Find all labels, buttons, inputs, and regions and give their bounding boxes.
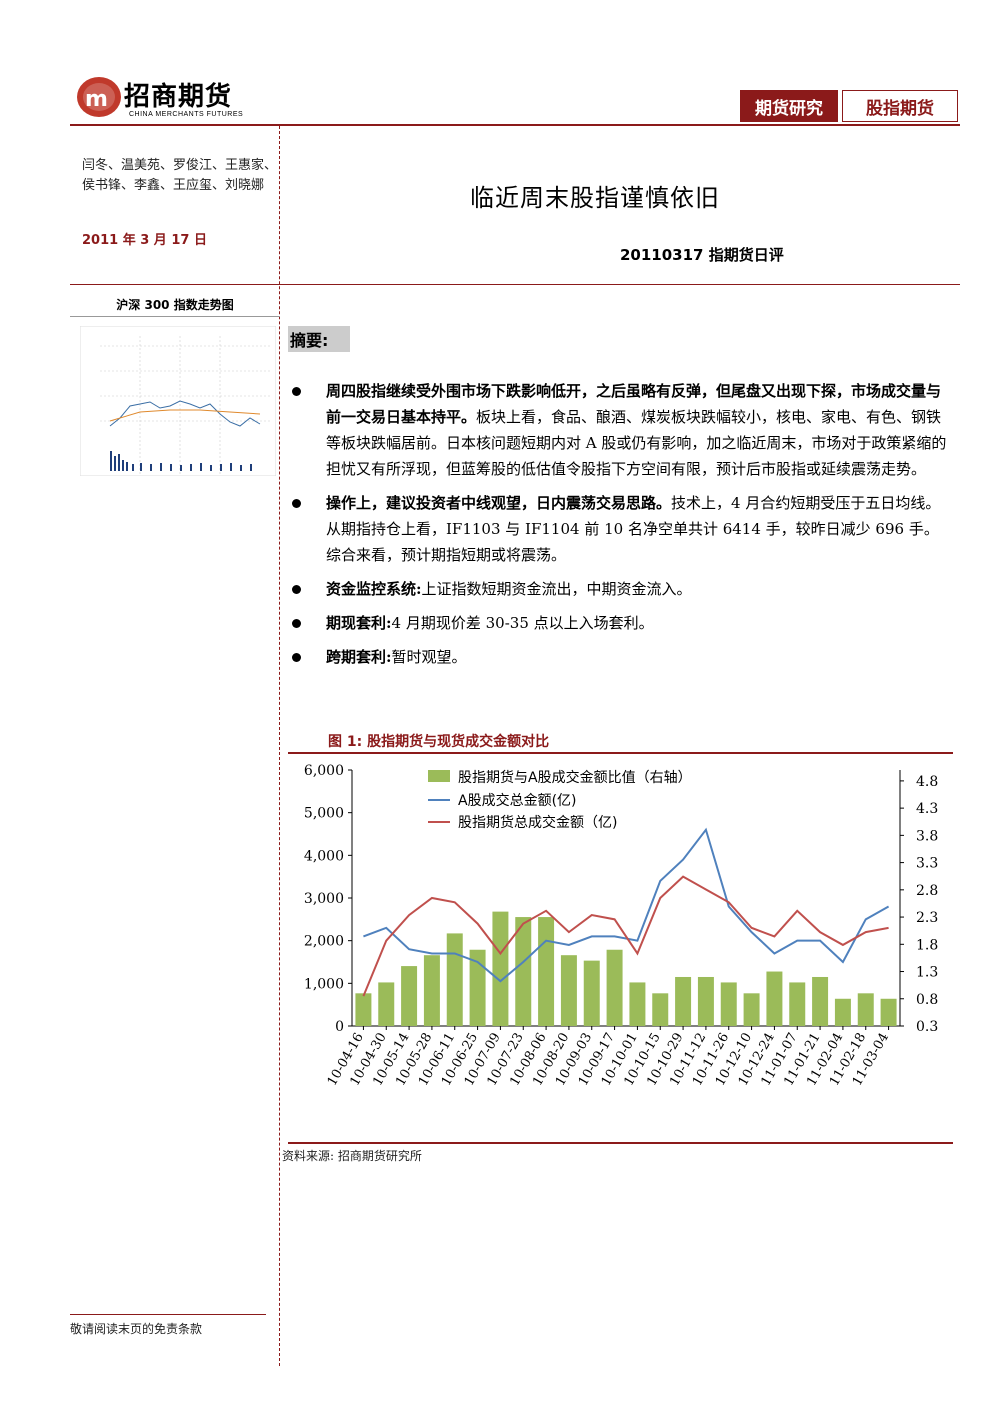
page-subtitle: 20110317 指期货日评	[620, 246, 784, 264]
ratio-bar	[560, 955, 577, 1026]
summary-label: 摘要:	[288, 326, 350, 352]
bullet-item: 资金监控系统:上证指数短期资金流出，中期资金流入。	[290, 576, 950, 602]
ratio-bar	[538, 917, 555, 1026]
y-left-tick-label: 6,000	[304, 763, 344, 779]
ratio-bar	[515, 917, 532, 1026]
y-right-tick-label: 4.3	[916, 801, 938, 817]
summary-list: 周四股指继续受外围市场下跌影响低开，之后虽略有反弹，但尾盘又出现下探，市场成交量…	[290, 378, 950, 678]
bullet-icon	[292, 585, 301, 594]
ratio-bar	[720, 982, 737, 1026]
legend-futures-label: 股指期货总成交金额（亿)	[458, 814, 617, 831]
bullet-bold: 期现套利:	[326, 614, 392, 632]
bullet-bold: 操作上，建议投资者中线观望，日内震荡交易思路。	[326, 494, 672, 512]
bullet-bold: 跨期套利:	[326, 648, 392, 666]
legend-bar-swatch	[428, 770, 450, 782]
bullet-text: 技术上，4 月合约短期受压于五日均线。从期指持仓上看，IF1103 与 IF11…	[326, 494, 941, 564]
research-tag: 期货研究	[740, 90, 838, 122]
ratio-bar	[766, 971, 783, 1026]
ratio-bar	[880, 998, 897, 1026]
bullet-item: 跨期套利:暂时观望。	[290, 644, 950, 670]
y-right-tick-label: 2.3	[916, 910, 938, 926]
stock-turnover-line	[363, 827, 890, 983]
ratio-bar	[492, 911, 509, 1026]
bullet-item: 期现套利:4 月期现价差 30-35 点以上入场套利。	[290, 610, 950, 636]
ratio-bar	[857, 993, 874, 1026]
y-left-tick-label: 4,000	[304, 848, 344, 864]
ratio-bar	[446, 933, 463, 1026]
y-left-tick-label: 5,000	[304, 806, 344, 822]
bullet-icon	[292, 499, 301, 508]
ratio-bar	[401, 966, 418, 1026]
ratio-bar	[652, 993, 669, 1026]
y-left-tick-label: 3,000	[304, 891, 344, 907]
page-title: 临近周末股指谨慎依旧	[470, 184, 720, 212]
bullet-item: 周四股指继续受外围市场下跌影响低开，之后虽略有反弹，但尾盘又出现下探，市场成交量…	[290, 378, 950, 482]
y-right-tick-label: 1.8	[916, 937, 938, 953]
bullet-icon	[292, 387, 301, 396]
ratio-bar	[675, 976, 692, 1026]
index-chart-caption: 沪深 300 指数走势图	[116, 298, 234, 312]
figure-bottom-rule	[288, 1142, 953, 1144]
ratio-bar	[697, 976, 714, 1026]
bullet-bold: 资金监控系统:	[326, 580, 422, 598]
title-divider	[70, 284, 960, 285]
logo-text: 招商期货	[124, 82, 233, 112]
bullet-text: 上证指数短期资金流出，中期资金流入。	[421, 580, 692, 598]
ratio-bar	[469, 949, 486, 1026]
header-divider	[70, 124, 960, 126]
bullet-text: 板块上看，食品、酿酒、煤炭板块跌幅较小，核电、家电、有色、钢铁等板块跌幅居前。日…	[326, 408, 947, 478]
figure-source: 资料来源: 招商期货研究所	[282, 1149, 422, 1163]
svg-text:m: m	[85, 87, 108, 112]
ratio-bar	[629, 982, 646, 1026]
y-right-tick-label: 2.8	[916, 883, 938, 899]
y-left-tick-label: 1,000	[304, 976, 344, 992]
footer-divider	[70, 1314, 266, 1315]
author-list: 闫冬、温美苑、罗俊江、王惠家、侯书锋、李鑫、王应玺、刘晓娜	[82, 158, 278, 193]
y-right-tick-label: 3.8	[916, 828, 938, 844]
category-tag: 股指期货	[842, 90, 958, 122]
legend-bar-label: 股指期货与A股成交金额比值（右轴）	[458, 769, 692, 786]
bullet-icon	[292, 619, 301, 628]
figure-title: 图 1: 股指期货与现货成交金额对比	[328, 734, 550, 750]
bullet-text: 4 月期现价差 30-35 点以上入场套利。	[391, 614, 654, 632]
caption-divider	[70, 316, 280, 317]
y-right-tick-label: 4.8	[916, 774, 938, 790]
y-right-tick-label: 0.8	[916, 992, 938, 1008]
ratio-bar	[606, 949, 623, 1026]
futures-turnover-line	[362, 875, 889, 997]
ratio-bar	[378, 982, 395, 1026]
disclaimer-note: 敬请阅读末页的免责条款	[70, 1322, 203, 1336]
y-left-tick-label: 0	[335, 1019, 344, 1035]
y-left-tick-label: 2,000	[304, 934, 344, 950]
figure-top-rule	[288, 752, 953, 754]
column-divider	[279, 126, 280, 1366]
bullet-bold: 周四股指继续受外围市场下跌影响低开，之后虽略有反弹，但尾盘又出现下探，市场成交量…	[326, 382, 942, 426]
y-right-tick-label: 3.3	[916, 856, 938, 872]
ratio-bar	[789, 982, 806, 1026]
logo-subtext: CHINA MERCHANTS FUTURES	[129, 111, 244, 118]
index-trend-thumbnail	[80, 326, 276, 476]
ratio-bar	[834, 998, 851, 1026]
ratio-bar	[355, 993, 372, 1026]
bullet-icon	[292, 653, 301, 662]
logo-icon: m	[77, 77, 121, 117]
ratio-bar	[812, 976, 829, 1026]
ratio-bar	[743, 993, 760, 1026]
report-date: 2011 年 3 月 17 日	[82, 233, 207, 248]
bullet-text: 暂时观望。	[391, 648, 467, 666]
ratio-bar	[423, 955, 440, 1026]
y-right-tick-label: 0.3	[916, 1019, 938, 1035]
y-right-tick-label: 1.3	[916, 965, 938, 981]
ratio-bar	[583, 960, 600, 1026]
turnover-comparison-chart: 0 1,000 2,000 3,000 4,000 5,000 6,000 0.3 0.8 1.3…	[304, 763, 938, 1089]
legend-stock-label: A股成交总金额(亿)	[458, 792, 577, 809]
bullet-item: 操作上，建议投资者中线观望，日内震荡交易思路。技术上，4 月合约短期受压于五日均…	[290, 490, 950, 568]
